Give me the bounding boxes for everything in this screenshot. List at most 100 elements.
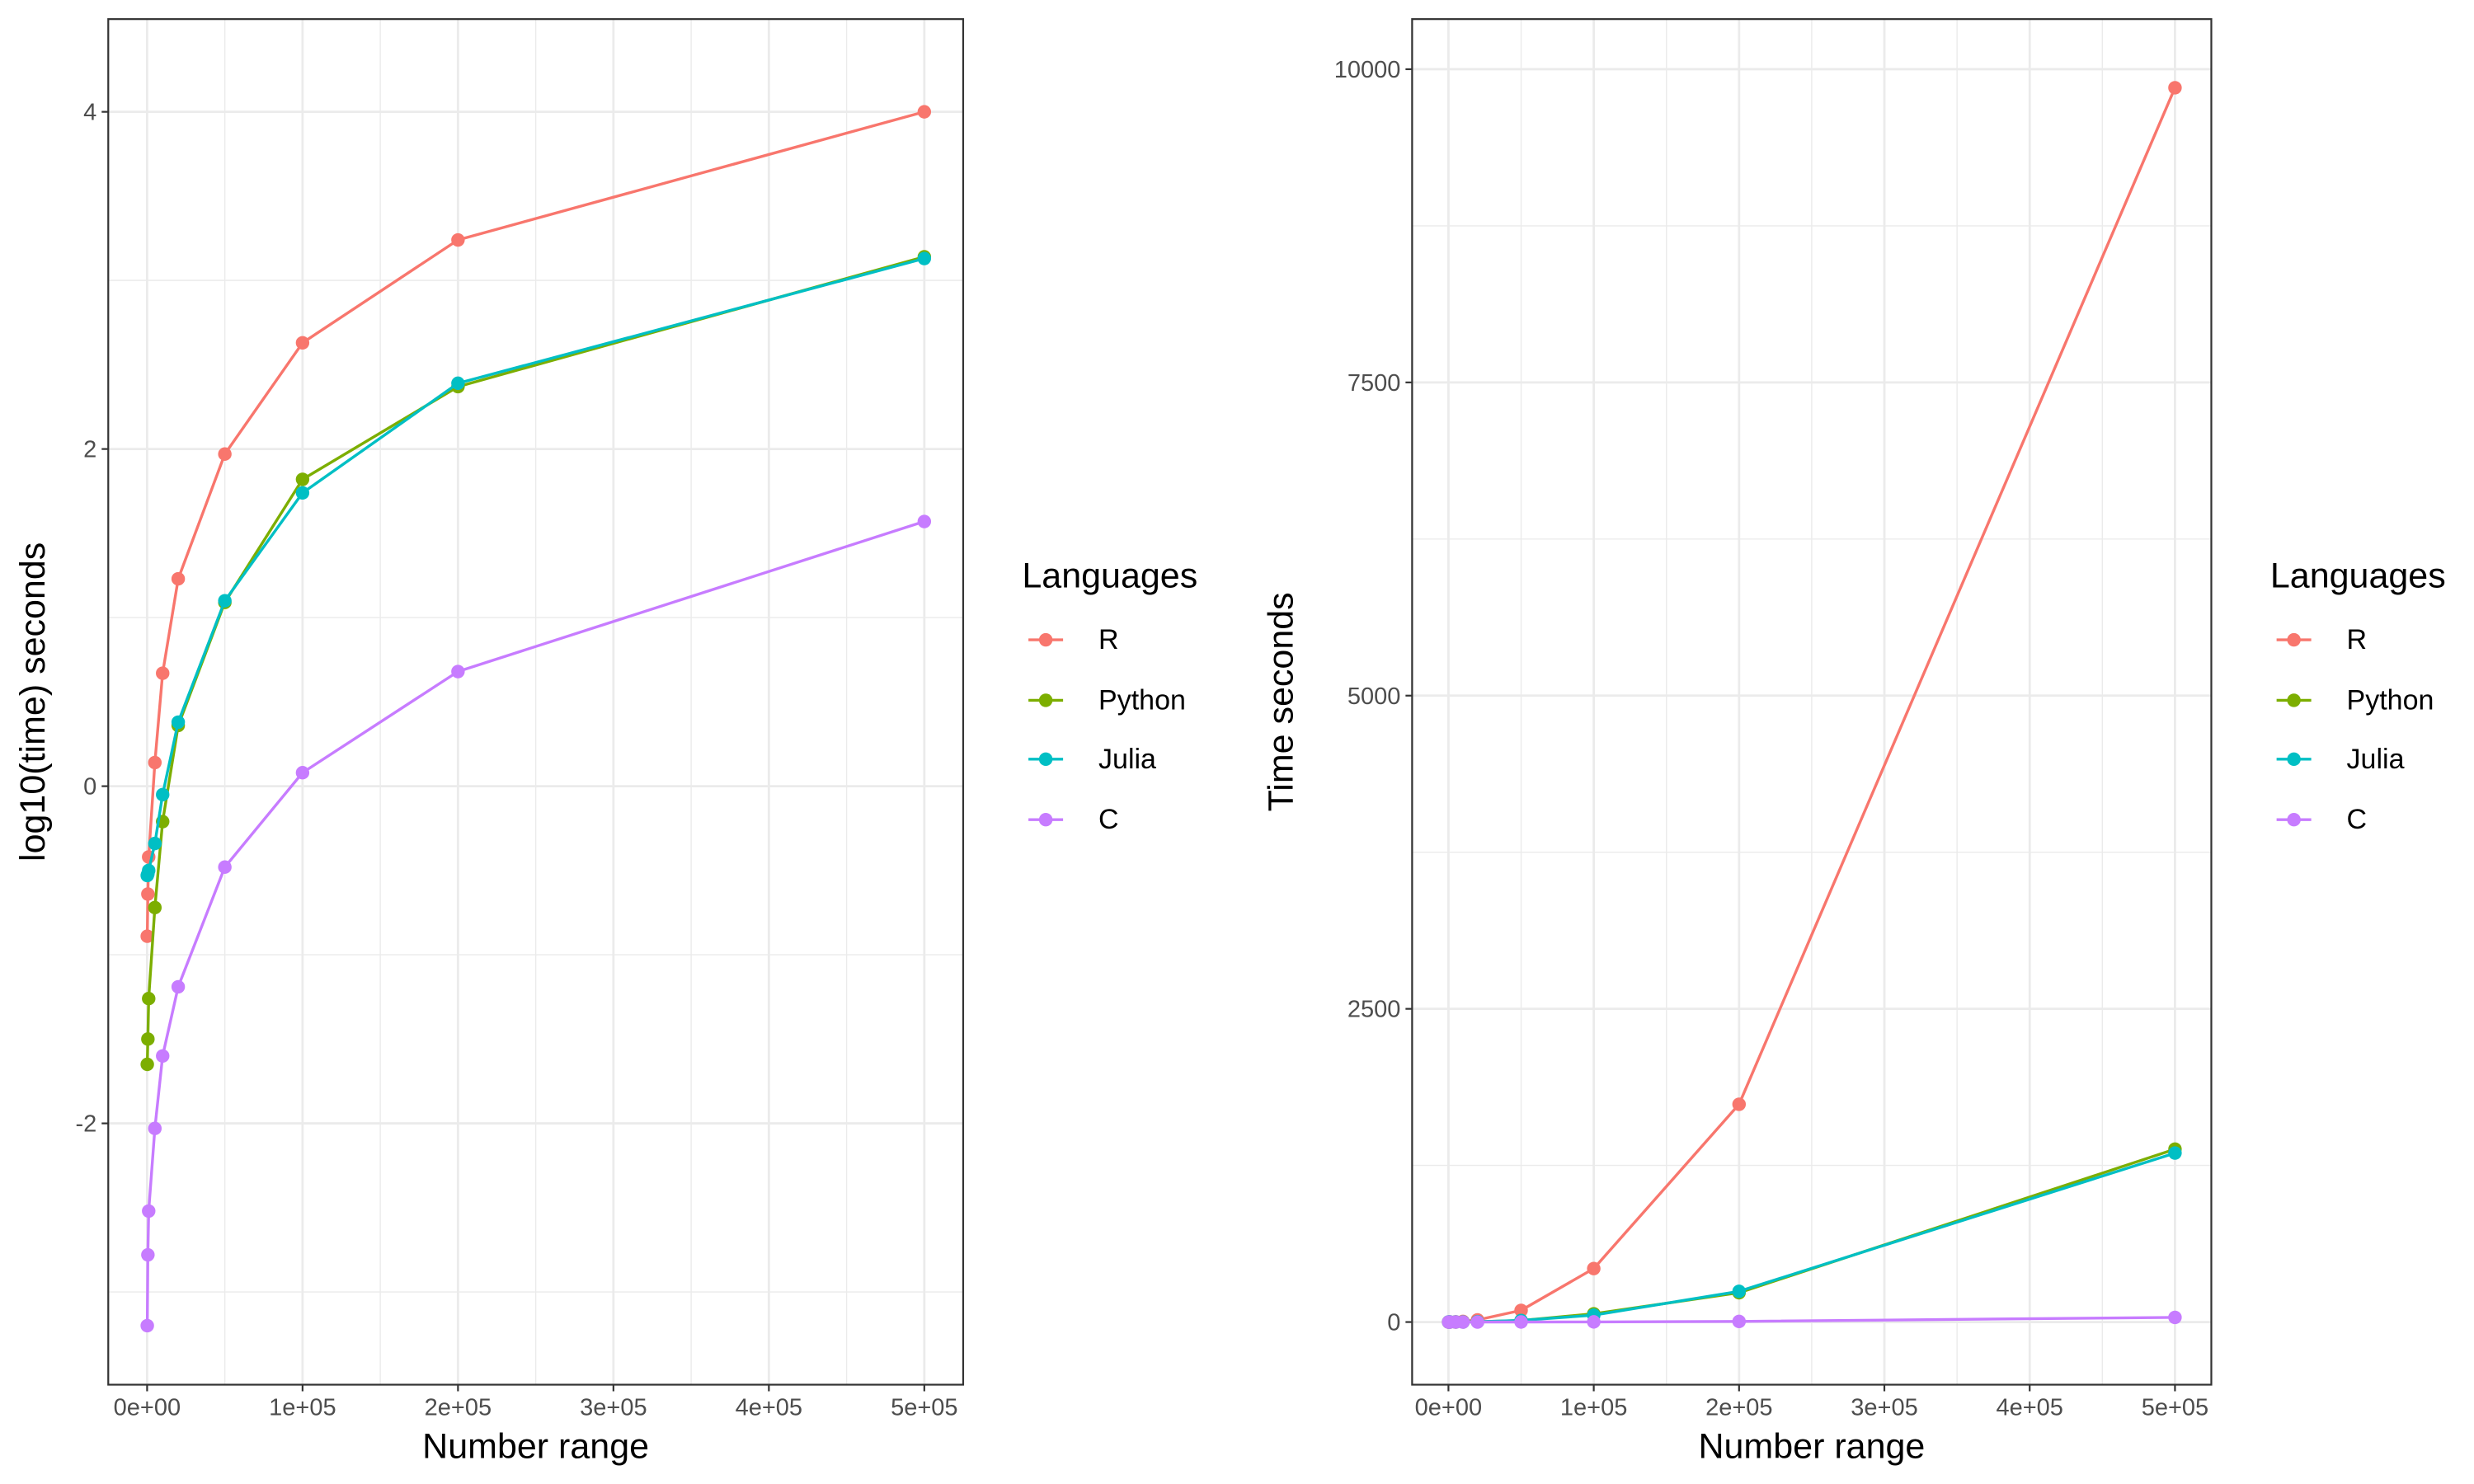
data-point-julia	[142, 863, 156, 878]
x-axis-title: Number range	[1698, 1426, 1925, 1466]
data-point-julia	[171, 715, 186, 730]
data-point-python	[295, 472, 310, 486]
data-point-c	[917, 514, 932, 528]
data-point-c	[1732, 1314, 1747, 1329]
series-group	[1442, 81, 2182, 1329]
chart-panel-1: 0e+00 1e+05 2e+05 3e+05 4e+05 5e+05 -2 0 2 4 Numbe…	[13, 18, 1197, 1466]
data-point-julia	[156, 787, 170, 802]
x-tick-label: 1e+05	[1560, 1395, 1627, 1421]
data-point-julia	[148, 836, 162, 851]
legend-key-point-r	[1038, 632, 1053, 647]
legend-key-point-julia	[2287, 752, 2301, 767]
data-point-r	[2168, 81, 2182, 95]
y-tick-label: 0	[83, 774, 96, 801]
panel-border	[107, 18, 965, 1386]
series-line-python	[145, 255, 925, 1065]
data-point-julia	[218, 594, 232, 608]
legend-label-julia: Julia	[1098, 744, 1156, 775]
x-tick-label: 0e+00	[114, 1395, 181, 1421]
major-gridlines	[108, 19, 963, 1385]
data-point-r	[218, 447, 232, 461]
data-point-c	[142, 1204, 156, 1219]
data-point-python	[142, 992, 156, 1006]
legend-title: Languages	[2270, 556, 2446, 595]
data-point-c	[141, 1247, 155, 1262]
x-tick-label: 5e+05	[2142, 1395, 2208, 1421]
legend-key-point-python	[1038, 693, 1053, 707]
data-point-c	[148, 1121, 162, 1135]
data-point-c	[1587, 1315, 1601, 1329]
data-point-c	[295, 766, 310, 780]
legend: Languages R Python Julia C	[1022, 556, 1197, 835]
legend: Languages R Python Julia C	[2270, 556, 2446, 835]
legend-title: Languages	[1022, 556, 1197, 595]
panel-border	[1411, 18, 2213, 1386]
legend-key-point-c	[2287, 813, 2301, 827]
x-tick-label: 3e+05	[580, 1395, 647, 1421]
series-group	[140, 105, 932, 1333]
data-point-c	[171, 979, 186, 994]
legend-key-point-python	[2287, 693, 2301, 707]
y-tick-label: 4	[83, 100, 96, 126]
data-point-r	[451, 232, 465, 247]
data-point-julia	[2168, 1146, 2182, 1160]
legend-key-point-r	[2287, 632, 2301, 647]
data-point-julia	[451, 376, 465, 391]
legend-key-point-c	[1038, 813, 1053, 827]
x-tick-label: 2e+05	[425, 1395, 492, 1421]
x-tick-label: 0e+00	[1415, 1395, 1482, 1421]
legend-label-c: C	[2347, 804, 2368, 835]
data-point-r	[1732, 1097, 1747, 1111]
y-tick-label: 2	[83, 437, 96, 463]
y-tick-label: 0	[1387, 1310, 1400, 1336]
x-tick-label: 4e+05	[1996, 1395, 2062, 1421]
data-point-c	[140, 1318, 154, 1333]
data-point-python	[148, 900, 162, 915]
legend-key-point-julia	[1038, 752, 1053, 767]
data-point-r	[141, 887, 155, 901]
data-point-julia	[295, 486, 310, 500]
legend-label-python: Python	[2347, 684, 2434, 716]
data-point-r	[156, 666, 170, 680]
series-line-c	[145, 519, 925, 1327]
data-point-c	[1514, 1315, 1528, 1329]
legend-label-r: R	[1098, 624, 1119, 655]
data-point-r	[295, 336, 310, 350]
y-tick-label: -2	[75, 1111, 96, 1138]
data-point-r	[171, 571, 186, 586]
x-axis-title: Number range	[422, 1426, 649, 1466]
minor-gridlines	[1412, 19, 2212, 1385]
legend-label-julia: Julia	[2347, 744, 2405, 775]
legend-label-r: R	[2347, 624, 2368, 655]
legend-label-c: C	[1098, 804, 1119, 835]
x-tick-label: 2e+05	[1705, 1395, 1772, 1421]
data-point-c	[1470, 1315, 1484, 1329]
x-tick-label: 1e+05	[269, 1395, 336, 1421]
data-point-python	[141, 1032, 155, 1046]
axis-ticks: 0e+00 1e+05 2e+05 3e+05 4e+05 5e+05 -2 0 2 4	[75, 100, 957, 1421]
x-tick-label: 4e+05	[736, 1395, 802, 1421]
data-point-julia	[1732, 1284, 1747, 1298]
y-tick-label: 2500	[1348, 997, 1401, 1023]
chart-panel-2: 0e+00 1e+05 2e+05 3e+05 4e+05 5e+05 0 2500 5000 7…	[1261, 18, 2446, 1466]
data-point-julia	[917, 251, 932, 265]
data-point-r	[140, 929, 154, 943]
data-point-c	[2168, 1310, 2182, 1325]
y-tick-label: 10000	[1334, 57, 1401, 83]
data-point-c	[1456, 1315, 1470, 1329]
data-point-python	[140, 1057, 154, 1072]
y-axis-title: Time seconds	[1261, 592, 1300, 811]
data-point-r	[148, 755, 162, 770]
minor-gridlines	[108, 19, 963, 1385]
y-tick-label: 5000	[1348, 683, 1401, 710]
data-point-c	[451, 665, 465, 679]
data-point-r	[1587, 1261, 1601, 1275]
y-tick-label: 7500	[1348, 370, 1401, 397]
x-tick-label: 5e+05	[891, 1395, 957, 1421]
data-point-r	[1514, 1303, 1528, 1317]
y-axis-title: log10(time) seconds	[13, 542, 53, 862]
data-point-c	[156, 1049, 170, 1063]
data-point-c	[218, 860, 232, 874]
axis-ticks: 0e+00 1e+05 2e+05 3e+05 4e+05 5e+05 0 2500 5000 7…	[1334, 57, 2208, 1421]
